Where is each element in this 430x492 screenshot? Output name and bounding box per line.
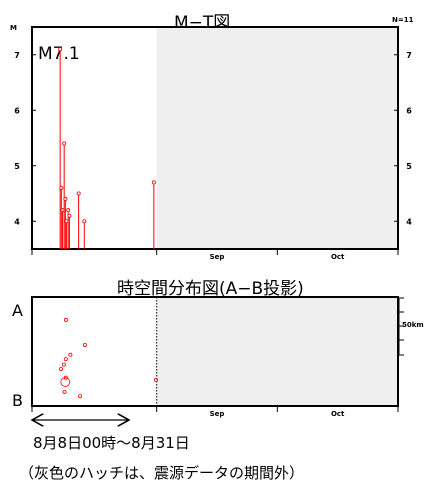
mt-y-tick-label-right: 4 xyxy=(406,217,412,226)
st-point xyxy=(63,375,68,380)
st-point xyxy=(63,357,68,362)
st-scale-label: 50km xyxy=(402,321,424,329)
mt-x-tick-label: Oct xyxy=(331,253,345,261)
mt-y-tick-label-right: 6 xyxy=(406,106,412,115)
mt-count-label: N=11 xyxy=(392,16,414,24)
mt-point xyxy=(58,47,63,52)
mt-point xyxy=(82,219,87,224)
st-x-tick-label: Sep xyxy=(210,410,225,418)
st-point xyxy=(61,362,66,367)
mt-y-tick-label-left: 5 xyxy=(14,162,20,171)
st-point xyxy=(60,377,71,387)
mt-y-tick-label-left: 6 xyxy=(14,106,20,115)
st-plot-frame xyxy=(31,296,399,407)
st-point xyxy=(59,366,64,371)
mt-point xyxy=(151,180,156,185)
hatch-note-caption: （灰色のハッチは、震源データの期間外） xyxy=(19,464,305,482)
mt-point xyxy=(63,197,68,202)
mt-x-tick-label: Sep xyxy=(210,253,225,261)
mt-plot-frame xyxy=(31,26,399,250)
mt-y-tick-label-left: 4 xyxy=(14,217,20,226)
mt-annotation-m71: M7.1 xyxy=(38,44,80,64)
mt-y-axis-label: M xyxy=(10,24,17,32)
st-point xyxy=(78,394,83,399)
space-time-chart: Sep Oct xyxy=(31,296,404,418)
mt-point xyxy=(62,141,67,146)
st-point xyxy=(82,342,87,347)
mt-point xyxy=(60,208,65,213)
mt-out-of-period-shade xyxy=(156,27,398,249)
mt-point xyxy=(67,213,72,218)
mt-point xyxy=(66,208,71,213)
st-chart-title: 時空間分布図(A−B投影) xyxy=(117,279,304,299)
st-point xyxy=(63,317,68,322)
period-caption: 8月8日00時～8月31日 xyxy=(33,434,190,452)
st-point xyxy=(62,389,67,394)
st-end-label-a: A xyxy=(12,301,23,320)
mt-point xyxy=(64,219,69,224)
st-point xyxy=(154,377,159,382)
st-scale-bar xyxy=(398,297,404,356)
mt-chart: 4 4 5 5 6 6 7 7 Sep Oct xyxy=(14,26,412,261)
mt-y-tick-label-right: 5 xyxy=(406,162,412,171)
st-point xyxy=(68,352,73,357)
st-end-label-b: B xyxy=(12,391,23,410)
st-out-of-period-shade xyxy=(156,297,398,406)
mt-point xyxy=(59,185,64,190)
mt-y-tick-label-left: 7 xyxy=(14,51,20,60)
mt-point xyxy=(76,191,81,196)
mt-y-tick-label-right: 7 xyxy=(406,51,412,60)
st-x-tick-label: Oct xyxy=(331,410,345,418)
